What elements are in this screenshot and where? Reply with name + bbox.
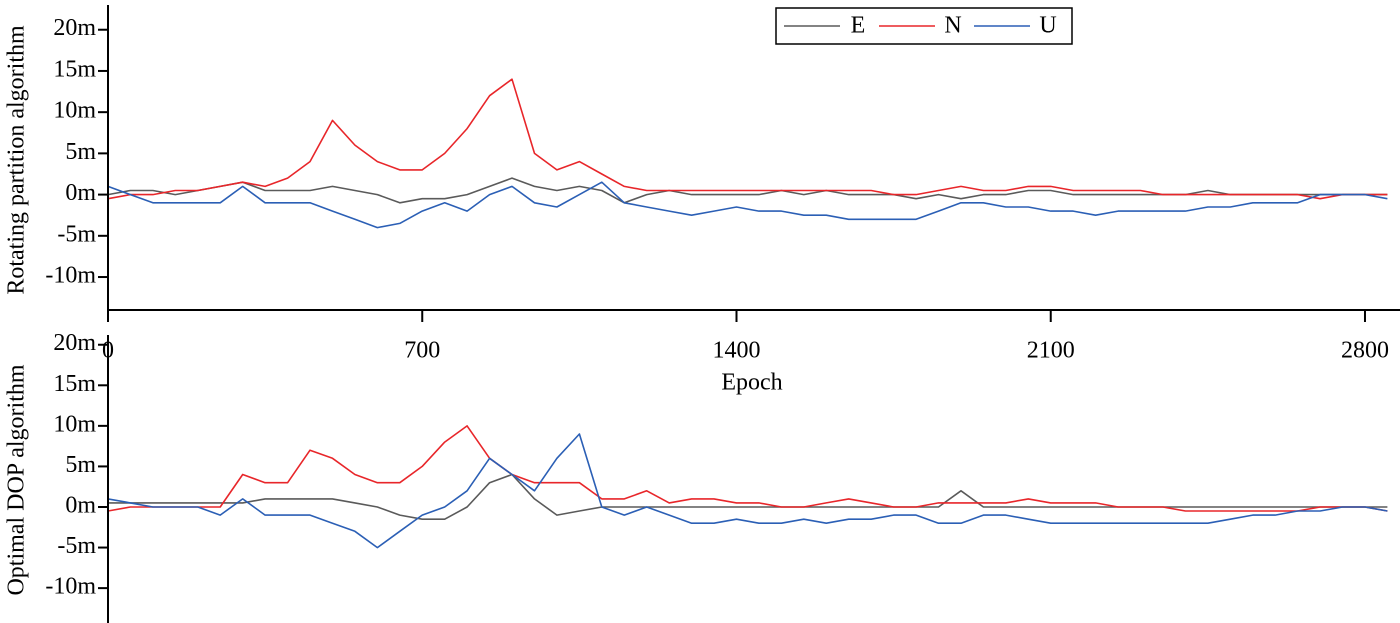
y-tick-label: 20m <box>53 15 96 41</box>
series-line <box>107 433 1388 549</box>
series-line <box>107 181 1388 229</box>
x-tick-label: 1400 <box>712 338 760 364</box>
y-tick-label: 15m <box>53 371 96 397</box>
y-tick-label: 10m <box>53 411 96 437</box>
legend-label: N <box>944 13 961 39</box>
y-tick-label: -10m <box>45 263 96 289</box>
x-tick-label: 700 <box>404 338 440 364</box>
x-tick-label: 2800 <box>1341 338 1389 364</box>
x-tick-label: 2100 <box>1027 338 1075 364</box>
x-axis-label: Epoch <box>721 370 782 396</box>
y-tick-label: 20m <box>53 330 96 356</box>
y-tick-label: -10m <box>45 574 96 600</box>
y-tick-label: 10m <box>53 98 96 124</box>
y-tick-label: 0m <box>65 180 96 206</box>
legend-label: E <box>851 13 866 39</box>
series-line <box>107 78 1388 200</box>
series-line <box>107 425 1388 512</box>
y-tick-label: 5m <box>65 139 96 165</box>
y-tick-label: 5m <box>65 452 96 478</box>
series-line <box>108 473 1388 520</box>
y-axis-label: Optimal DOP algorithm <box>4 364 30 595</box>
y-tick-label: -5m <box>57 533 96 559</box>
y-tick-label: 15m <box>53 56 96 82</box>
y-tick-label: 0m <box>65 492 96 518</box>
y-tick-label: -5m <box>57 221 96 247</box>
legend-label: U <box>1039 13 1056 39</box>
y-axis-label: Rotating partition algorithm <box>4 25 30 295</box>
